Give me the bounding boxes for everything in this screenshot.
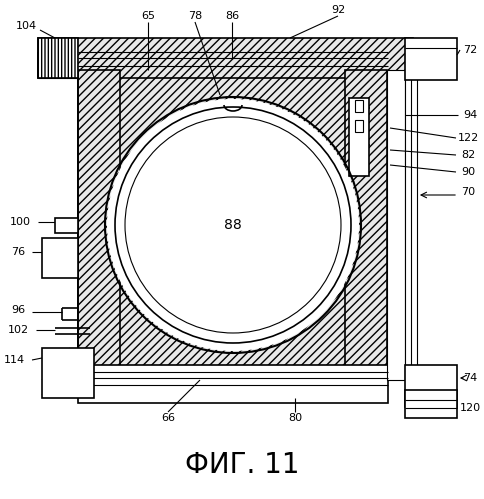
Text: 100: 100	[10, 217, 30, 227]
Bar	[38, 38, 78, 78]
Bar	[42, 348, 94, 398]
Text: 122: 122	[457, 133, 479, 143]
Text: 90: 90	[461, 167, 475, 177]
Text: 76: 76	[11, 247, 25, 257]
Bar	[42, 238, 78, 278]
Text: 78: 78	[188, 11, 202, 21]
Bar	[405, 70, 417, 380]
Bar	[405, 390, 457, 418]
Text: 86: 86	[225, 11, 239, 21]
Text: 92: 92	[331, 5, 345, 15]
Bar	[78, 365, 388, 403]
Bar	[38, 38, 413, 78]
Bar	[405, 38, 457, 80]
Text: 96: 96	[11, 305, 25, 315]
Bar	[349, 98, 369, 176]
Circle shape	[107, 99, 359, 351]
Bar	[78, 70, 388, 380]
Bar	[345, 70, 387, 380]
Text: 120: 120	[459, 403, 481, 413]
Text: 94: 94	[463, 110, 477, 120]
Text: 70: 70	[461, 187, 475, 197]
Text: 114: 114	[3, 355, 25, 365]
Bar	[387, 70, 405, 380]
Bar	[78, 70, 120, 380]
Bar	[355, 100, 363, 112]
Bar	[355, 120, 363, 132]
Bar	[55, 218, 78, 233]
Text: ФИГ. 11: ФИГ. 11	[185, 451, 299, 479]
Text: 80: 80	[288, 413, 302, 423]
Bar	[405, 365, 457, 407]
Text: 88: 88	[224, 218, 242, 232]
Text: 72: 72	[463, 45, 477, 55]
Text: 104: 104	[15, 21, 37, 31]
Text: 82: 82	[461, 150, 475, 160]
Text: 102: 102	[7, 325, 29, 335]
Text: 66: 66	[161, 413, 175, 423]
Text: 74: 74	[463, 373, 477, 383]
Text: 65: 65	[141, 11, 155, 21]
